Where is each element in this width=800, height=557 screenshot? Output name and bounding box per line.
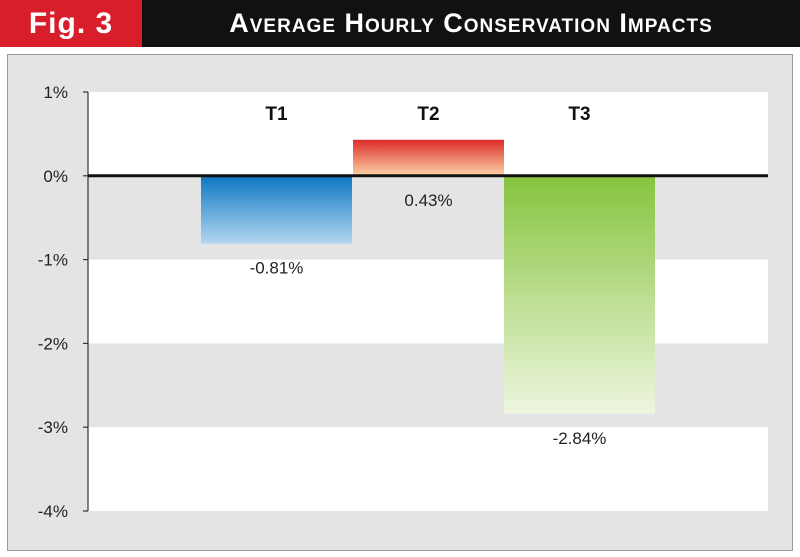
y-tick-label: -1% — [38, 251, 68, 270]
y-tick-label: 0% — [43, 167, 68, 186]
grid-band — [88, 427, 768, 511]
y-tick-label: -2% — [38, 334, 68, 353]
category-label: T3 — [568, 104, 590, 125]
figure-header: Fig. 3 Average Hourly Conservation Impac… — [0, 0, 800, 47]
chart-title: Average Hourly Conservation Impacts — [142, 0, 800, 47]
bar-t1 — [201, 175, 352, 244]
y-tick-label: 1% — [43, 83, 68, 102]
data-label: 0.43% — [404, 191, 452, 210]
y-tick-label: -4% — [38, 502, 68, 521]
figure-number: Fig. 3 — [0, 0, 142, 47]
data-label: -2.84% — [553, 429, 607, 448]
bar-t3 — [504, 175, 655, 414]
grid-band — [88, 259, 768, 344]
category-label: T1 — [265, 104, 288, 125]
data-label: -0.81% — [250, 259, 304, 278]
bar-t2 — [353, 139, 504, 176]
category-label: T2 — [417, 104, 439, 125]
y-tick-label: -3% — [38, 418, 68, 437]
